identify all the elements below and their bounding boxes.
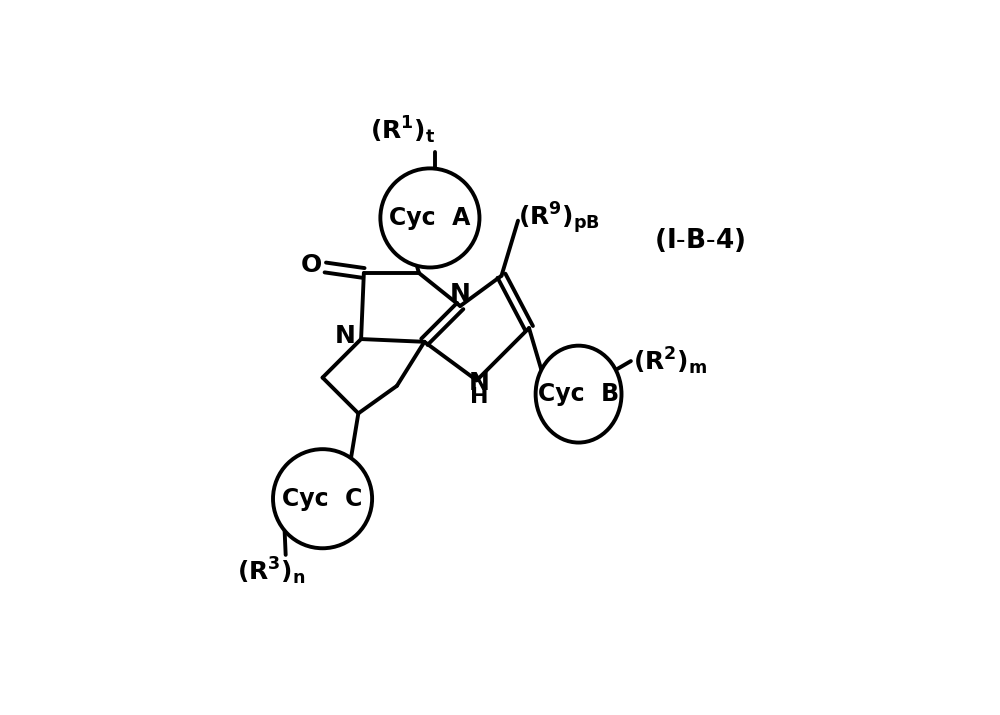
- Text: $\mathbf{(R^3)_n}$: $\mathbf{(R^3)_n}$: [237, 556, 306, 587]
- Text: $\mathbf{(R^1)_t}$: $\mathbf{(R^1)_t}$: [370, 114, 435, 146]
- Ellipse shape: [536, 345, 622, 443]
- Text: $\mathbf{(I\text{-}B\text{-}4)}$: $\mathbf{(I\text{-}B\text{-}4)}$: [654, 226, 745, 254]
- Text: $\mathbf{(R^2)_m}$: $\mathbf{(R^2)_m}$: [633, 345, 707, 377]
- Text: N: N: [335, 325, 356, 348]
- Text: O: O: [301, 252, 322, 277]
- Text: Cyc  B: Cyc B: [538, 382, 619, 406]
- Text: N: N: [450, 282, 471, 306]
- Ellipse shape: [273, 449, 372, 548]
- Text: H: H: [470, 387, 489, 407]
- Text: Cyc  C: Cyc C: [282, 487, 363, 511]
- Text: $\mathbf{(R^9)_{pB}}$: $\mathbf{(R^9)_{pB}}$: [518, 200, 600, 236]
- Text: N: N: [469, 370, 490, 395]
- Text: Cyc  A: Cyc A: [389, 206, 471, 230]
- Ellipse shape: [380, 168, 479, 267]
